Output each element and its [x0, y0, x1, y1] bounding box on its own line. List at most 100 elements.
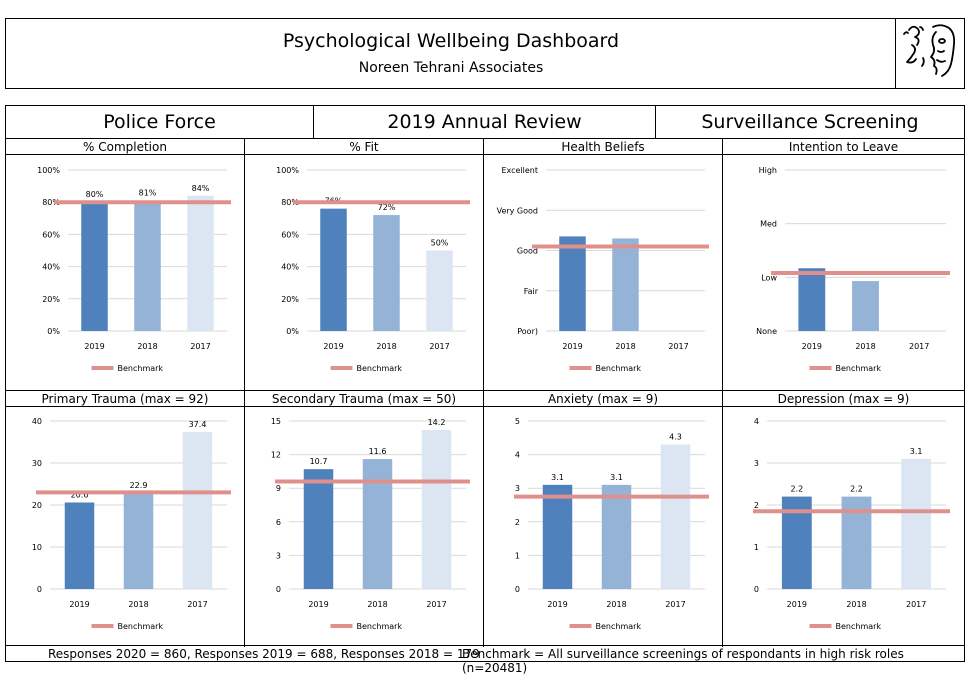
- x-tick-label: 2018: [846, 600, 866, 609]
- report-banner: Police Force 2019 Annual Review Surveill…: [5, 105, 965, 139]
- chart-title: Depression (max = 9): [723, 391, 964, 407]
- legend-label: Benchmark: [596, 622, 642, 631]
- legend-label: Benchmark: [836, 364, 882, 373]
- y-tick-label: 2: [754, 501, 759, 510]
- chart-title: Anxiety (max = 9): [484, 391, 722, 407]
- chart-plot: Poor) Fair Good Very Good Excellent 2019 2018 2…: [497, 166, 709, 373]
- y-tick-label: 60%: [281, 230, 299, 239]
- y-tick-label: 9: [276, 484, 281, 493]
- y-tick-label: 20%: [42, 295, 60, 304]
- chart-plot: 0 1 2 3 4 2.2 2019 2.2 2018 3.1 2017 Benchmark: [753, 417, 950, 631]
- y-tick-label: 20%: [281, 295, 299, 304]
- y-tick-label: 0: [515, 585, 520, 594]
- chart-title: Intention to Leave: [723, 139, 964, 155]
- bar-2019: [64, 502, 95, 589]
- y-tick-label: 3: [276, 551, 281, 560]
- data-label: 2.2: [850, 485, 863, 494]
- x-tick-label: 2018: [376, 342, 396, 351]
- bar-2018: [612, 238, 639, 331]
- chart-panel: Depression (max = 9) 0 1 2 3 4 2.2 2019 2.2 2018 3…: [723, 391, 964, 647]
- y-tick-label: Fair: [524, 287, 539, 296]
- x-tick-label: 2017: [906, 600, 926, 609]
- x-tick-label: 2017: [190, 342, 210, 351]
- x-tick-label: 2018: [615, 342, 635, 351]
- y-tick-label: High: [759, 166, 777, 175]
- dashboard-header: Psychological Wellbeing Dashboard Noreen…: [5, 18, 965, 89]
- x-tick-label: 2017: [668, 342, 688, 351]
- y-tick-label: 0: [754, 585, 759, 594]
- y-tick-label: 60%: [42, 230, 60, 239]
- y-tick-label: 40: [32, 417, 42, 426]
- data-label: 3.1: [610, 473, 623, 482]
- y-tick-label: 1: [754, 543, 759, 552]
- data-label: 84%: [192, 184, 210, 193]
- x-tick-label: 2017: [665, 600, 685, 609]
- data-label: 20.6: [71, 490, 89, 499]
- bar-2017: [901, 458, 932, 589]
- chart-panel: % Fit0%20%40%60%80%100%76%201972%201850%…: [245, 139, 484, 391]
- data-label: 2.2: [790, 485, 803, 494]
- y-tick-label: Med: [760, 220, 777, 229]
- data-label: 4.3: [669, 433, 682, 442]
- legend-label: Benchmark: [118, 622, 164, 631]
- data-label: 14.2: [428, 418, 446, 427]
- bar-2017: [426, 250, 453, 331]
- legend-label: Benchmark: [596, 364, 642, 373]
- data-label: 81%: [139, 189, 157, 198]
- chart-panel: Health Beliefs Poor) Fair Good Very Good Exce…: [484, 139, 723, 391]
- y-tick-label: 4: [754, 417, 759, 426]
- x-tick-label: 2018: [606, 600, 626, 609]
- legend-label: Benchmark: [836, 622, 882, 631]
- x-tick-label: 2018: [855, 342, 875, 351]
- chart-panel: Primary Trauma (max = 92) 0 10 20 30 40 20.6 20…: [6, 391, 245, 647]
- benchmark-note: Benchmark = All surveillance screenings …: [462, 647, 904, 675]
- x-tick-label: 2018: [137, 342, 157, 351]
- y-tick-label: 0%: [286, 327, 299, 336]
- chart-title: % Completion: [6, 139, 244, 155]
- y-tick-label: None: [756, 327, 777, 336]
- y-tick-label: 6: [276, 518, 281, 527]
- legend-label: Benchmark: [118, 364, 164, 373]
- y-tick-label: 80%: [42, 198, 60, 207]
- chart-panel: Secondary Trauma (max = 50) 0 3 6 9 12 15 10.7 2…: [245, 391, 484, 647]
- x-tick-label: 2019: [84, 342, 104, 351]
- chart-panel: Intention to Leave None Low Med High 2019 2018…: [723, 139, 964, 391]
- data-label: 11.6: [369, 447, 387, 456]
- chart-plot: 0 10 20 30 40 20.6 2019 22.9 2018 37.4 2017 Benchma…: [32, 417, 231, 631]
- chart-plot: 0%20%40%60%80%100%76%201972%201850%2017B…: [276, 166, 470, 373]
- bar-2017: [187, 195, 214, 331]
- y-tick-label: 10: [32, 543, 42, 552]
- y-tick-label: Excellent: [501, 166, 538, 175]
- x-tick-label: 2019: [323, 342, 343, 351]
- y-tick-label: 40%: [281, 263, 299, 272]
- data-label: 22.9: [130, 481, 148, 490]
- y-tick-label: 0%: [47, 327, 60, 336]
- bar-2017: [182, 431, 213, 589]
- y-tick-label: 80%: [281, 198, 299, 207]
- x-tick-label: 2017: [187, 600, 207, 609]
- x-tick-label: 2019: [787, 600, 807, 609]
- x-tick-label: 2019: [308, 600, 328, 609]
- bar-2018: [362, 459, 393, 589]
- y-tick-label: 2: [515, 518, 520, 527]
- chart-title: Secondary Trauma (max = 50): [245, 391, 483, 407]
- x-tick-label: 2018: [367, 600, 387, 609]
- x-tick-label: 2019: [69, 600, 89, 609]
- chart-title: Primary Trauma (max = 92): [6, 391, 244, 407]
- y-tick-label: 30: [32, 459, 42, 468]
- y-tick-label: 1: [515, 551, 520, 560]
- y-tick-label: Very Good: [497, 206, 538, 215]
- bar-2019: [81, 202, 108, 331]
- chart-title: % Fit: [245, 139, 483, 155]
- bar-2019: [798, 268, 826, 331]
- bar-2018: [852, 281, 879, 331]
- chart-plot: 0% 20% 40% 60% 80% 100% 80% 2019 81% 2018 84% 2017 B…: [37, 166, 231, 373]
- chart-plot: 0 3 6 9 12 15 10.7 2019 11.6 2018 14.2 2017 Benchmar…: [271, 417, 470, 631]
- y-tick-label: 3: [515, 484, 520, 493]
- chart-plot: None Low Med High 2019 2018 2017 Benchmark: [756, 166, 950, 373]
- data-label: 3.1: [551, 473, 564, 482]
- data-label: 72%: [378, 203, 396, 212]
- y-tick-label: 12: [271, 451, 281, 460]
- data-label: 37.4: [189, 420, 207, 429]
- legend-label: Benchmark: [357, 364, 403, 373]
